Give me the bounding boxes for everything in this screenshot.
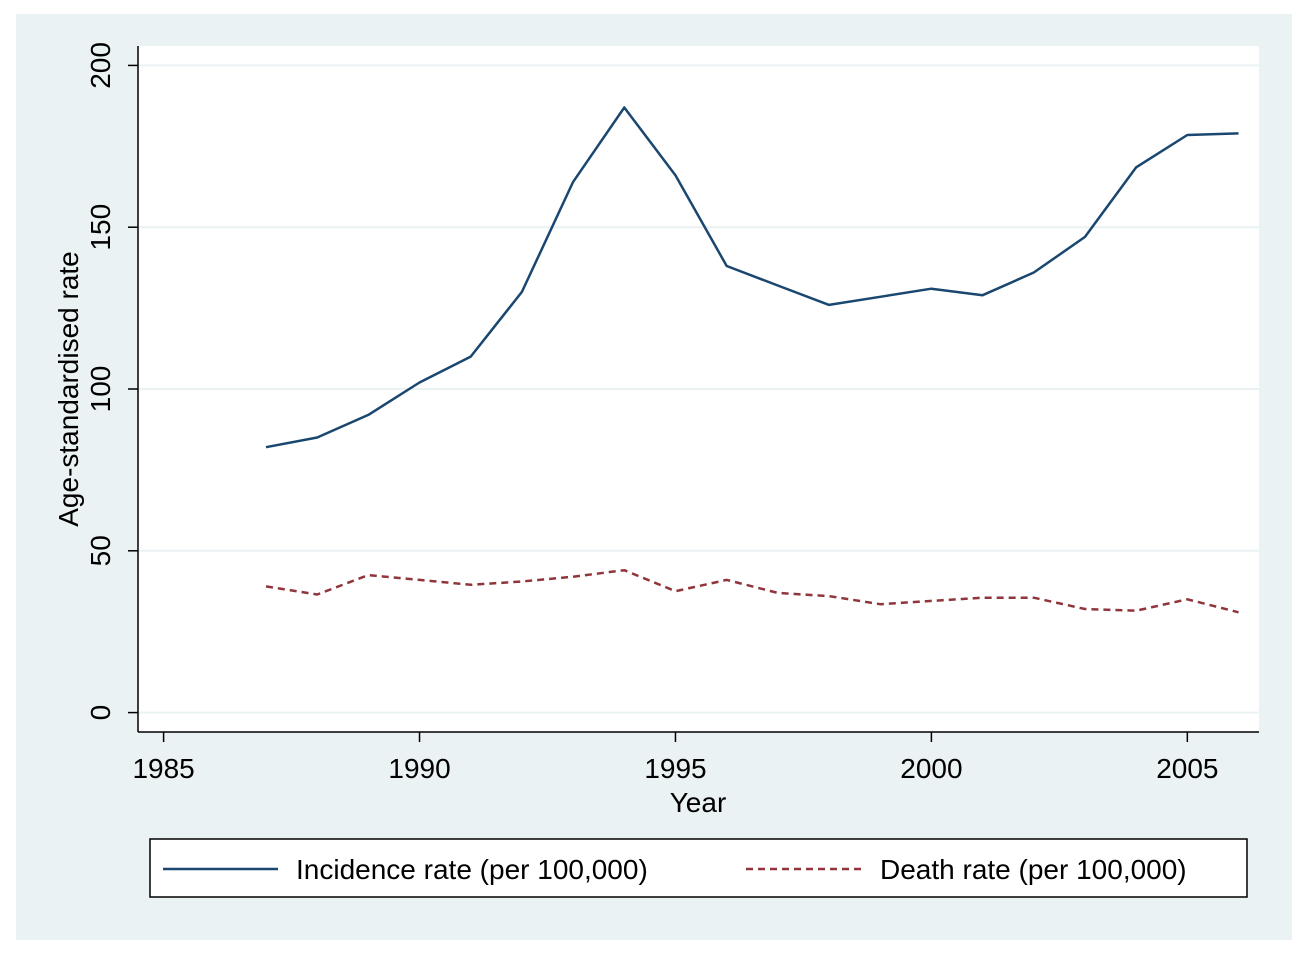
legend-label-death: Death rate (per 100,000) xyxy=(880,854,1187,885)
x-ticks: 1985 1990 1995 2000 2005 xyxy=(132,732,1218,784)
y-tick-label-0: 0 xyxy=(85,705,116,721)
y-ticks: 0 50 100 150 200 xyxy=(85,42,138,720)
y-tick-label-200: 200 xyxy=(85,42,116,89)
grid-lines xyxy=(138,64,1259,714)
series-line-incidence xyxy=(265,106,1239,449)
y-tick-label-150: 150 xyxy=(85,204,116,251)
legend-label-incidence: Incidence rate (per 100,000) xyxy=(296,854,648,885)
y-axis-title: Age-standardised rate xyxy=(53,251,84,527)
y-tick-label-100: 100 xyxy=(85,366,116,413)
x-axis-title: Year xyxy=(670,787,727,818)
x-tick-label-1985: 1985 xyxy=(132,753,194,784)
series-lines xyxy=(265,106,1239,614)
x-tick-label-2005: 2005 xyxy=(1156,753,1218,784)
y-tick-label-50: 50 xyxy=(85,535,116,566)
x-tick-label-2000: 2000 xyxy=(900,753,962,784)
legend: Incidence rate (per 100,000) Death rate … xyxy=(149,838,1248,898)
legend-box xyxy=(149,838,1248,898)
series-line-death xyxy=(265,568,1239,614)
x-tick-label-1995: 1995 xyxy=(644,753,706,784)
x-tick-label-1990: 1990 xyxy=(388,753,450,784)
